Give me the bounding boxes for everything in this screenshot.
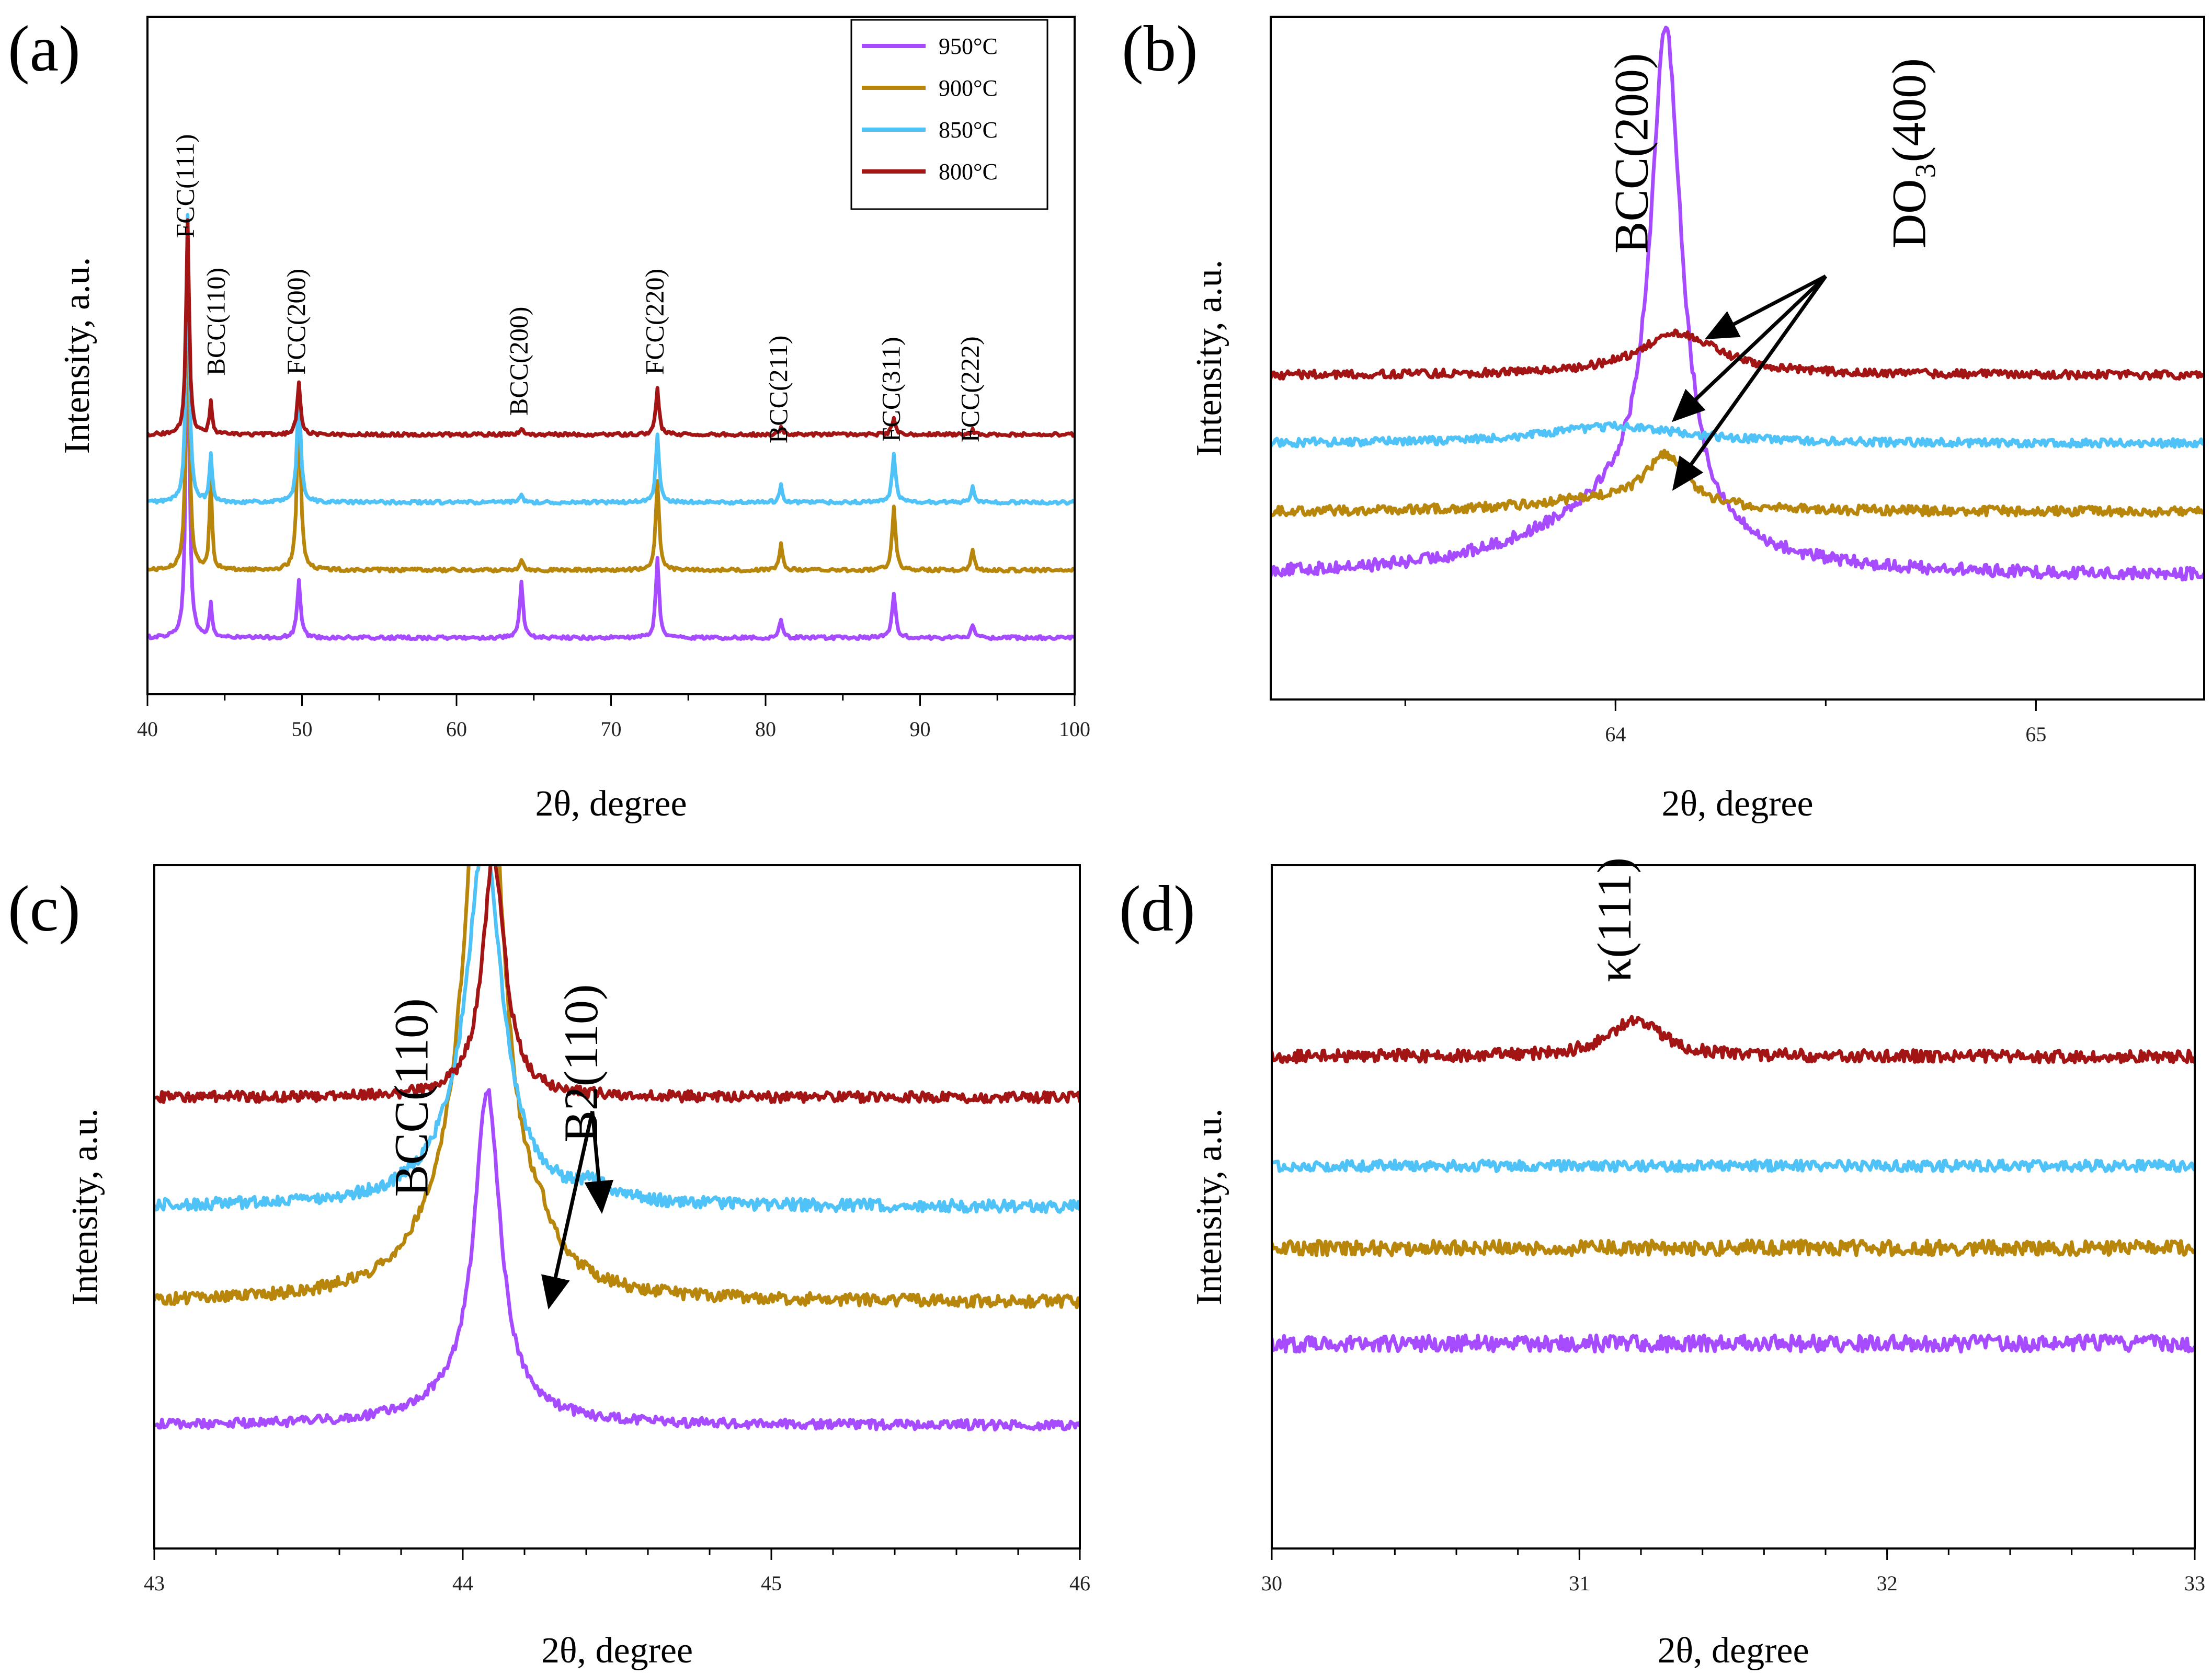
x-tick-label: 30 [1261,1571,1282,1595]
series-line-900c [147,253,1075,573]
series-group [154,865,1080,1432]
series-line-950c [1271,26,2204,582]
panel-b: 64 65 2θ, degree Intensity, a.u. (b) BCC(200)… [1122,13,2205,824]
x-tick-label: 33 [2184,1571,2205,1595]
series-line-950c [147,267,1075,641]
x-tick-label: 44 [452,1571,473,1595]
annotation-arrow [1671,274,1827,422]
series-line-900c [154,865,1080,1310]
series-line-900c [1272,1238,2195,1257]
x-tick-label: 64 [1605,722,1626,746]
y-axis-label: Intensity, a.u. [1189,260,1229,457]
series-group [147,213,1075,641]
legend-label: 800°C [939,159,998,185]
plot-frame [1270,16,2205,701]
panel-d: 30 31 32 33 2θ, degree Intensity, a.u. (d) κ(11… [1119,857,2205,1671]
peak-annotation: FCC(200) [281,269,311,375]
series-line-800c [1271,328,2204,381]
series-line-950c [154,1088,1080,1432]
x-tick-label: 60 [446,717,467,741]
peak-annotation: BCC(200) [504,307,533,416]
y-axis-label: Intensity, a.u. [65,1108,105,1305]
peak-annotation: DO₃(400) [1882,58,1935,248]
panels: 40 50 60 70 80 90 100 2θ, degree Intensity, a.u.… [8,13,2205,1671]
y-axis-label: Intensity, a.u. [57,257,97,454]
x-tick-label: 43 [144,1571,165,1595]
panel-a: 40 50 60 70 80 90 100 2θ, degree Intensity, a.u.… [8,13,1090,824]
legend: 950°C 900°C 850°C 800°C [850,19,1048,210]
x-tick-label: 90 [910,717,931,741]
series-group [1272,1015,2195,1353]
legend-label: 950°C [939,33,998,59]
panel-letter: (d) [1119,873,1195,945]
x-tick-label: 40 [137,717,158,741]
x-tick-label: 50 [292,717,313,741]
peak-annotation: FCC(220) [640,269,669,375]
x-tick-label: 65 [2025,722,2046,746]
annotation-arrow [584,1111,614,1214]
series-line-850c [147,213,1075,506]
x-tick-label: 46 [1069,1571,1090,1595]
series-line-850c [1271,420,2204,449]
x-tick-label: 100 [1059,717,1090,741]
panel-letter: (a) [8,13,81,85]
x-axis-label: 2θ, degree [1661,784,1813,824]
x-tick-label: 80 [755,717,776,741]
panel-letter: (c) [8,873,81,945]
series-group [1271,26,2204,582]
series-line-950c [1272,1333,2195,1353]
peak-annotation: FCC(111) [170,134,199,238]
series-line-850c [1272,1158,2195,1173]
annotation-arrow [1672,275,1828,491]
series-line-800c [147,218,1075,438]
peak-annotation: FCC(311) [876,337,906,442]
peak-annotation: B2(110) [554,984,608,1142]
x-tick-label: 32 [1877,1571,1898,1595]
legend-label: 850°C [939,117,998,143]
x-axis-label: 2θ, degree [1657,1631,1809,1671]
plot-frame [1271,864,2196,1550]
plot-frame [153,864,1081,1550]
peak-annotation: BCC(110) [201,268,230,376]
annotation-arrow [1705,274,1827,340]
series-line-900c [1271,449,2204,518]
peak-annotation: FCC(222) [955,336,984,442]
legend-box [850,19,1048,210]
series-line-850c [154,865,1080,1214]
x-tick-label: 45 [761,1571,782,1595]
y-axis-label: Intensity, a.u. [1189,1108,1229,1305]
peak-annotation: κ(111) [1588,857,1641,982]
peak-annotation: BCC(110) [385,998,438,1197]
panel-c: 43 44 45 46 2θ, degree Intensity, a.u. (c) BCC(… [8,864,1090,1671]
series-line-800c [1272,1015,2195,1064]
peak-annotation: BCC(200) [1605,53,1658,254]
x-axis-label: 2θ, degree [535,784,687,824]
x-tick-label: 70 [601,717,622,741]
peak-annotation: BCC(211) [763,336,793,444]
series-line-800c [154,865,1080,1105]
x-axis-label: 2θ, degree [541,1631,693,1671]
annotation-arrow [541,1110,595,1310]
legend-label: 900°C [939,75,998,101]
x-tick-label: 31 [1569,1571,1590,1595]
panel-letter: (b) [1122,13,1198,85]
